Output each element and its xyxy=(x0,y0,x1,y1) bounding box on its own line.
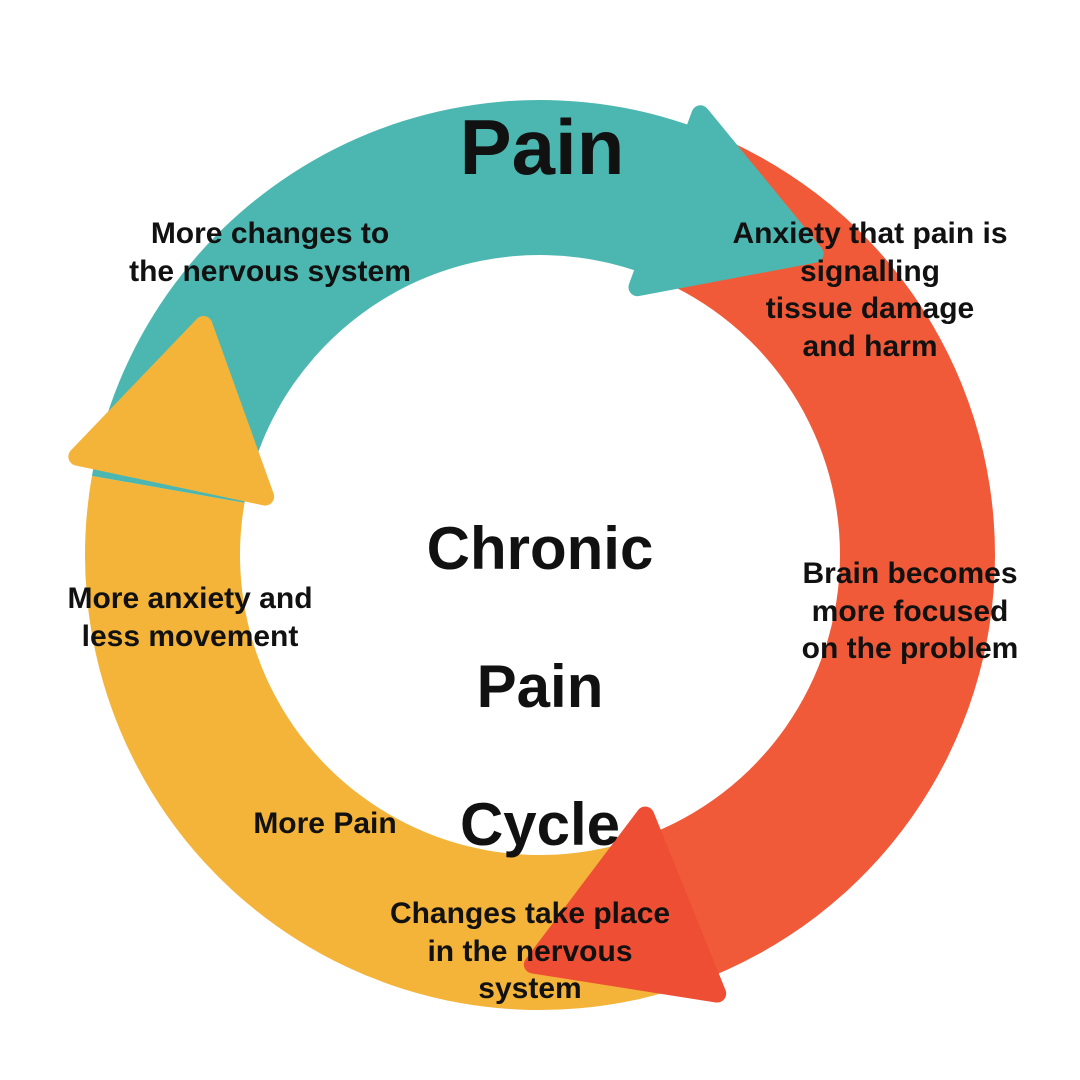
cycle-label-more_anxiety: More anxiety and less movement xyxy=(40,580,340,655)
center-title-line1: Chronic xyxy=(427,515,654,582)
top-title-pain: Pain xyxy=(432,102,652,193)
center-title: Chronic Pain Cycle xyxy=(395,445,685,859)
cycle-diagram: Pain Chronic Pain Cycle Anxiety that pai… xyxy=(0,0,1080,1080)
cycle-label-more_changes_ns: More changes to the nervous system xyxy=(110,215,430,290)
cycle-label-anxiety_damage: Anxiety that pain is signalling tissue d… xyxy=(720,215,1020,365)
cycle-label-more_pain: More Pain xyxy=(225,805,425,843)
cycle-label-brain_focused: Brain becomes more focused on the proble… xyxy=(780,555,1040,668)
center-title-line2: Pain xyxy=(477,653,604,720)
center-title-line3: Cycle xyxy=(460,791,620,858)
cycle-label-changes_ns: Changes take place in the nervous system xyxy=(360,895,700,1008)
